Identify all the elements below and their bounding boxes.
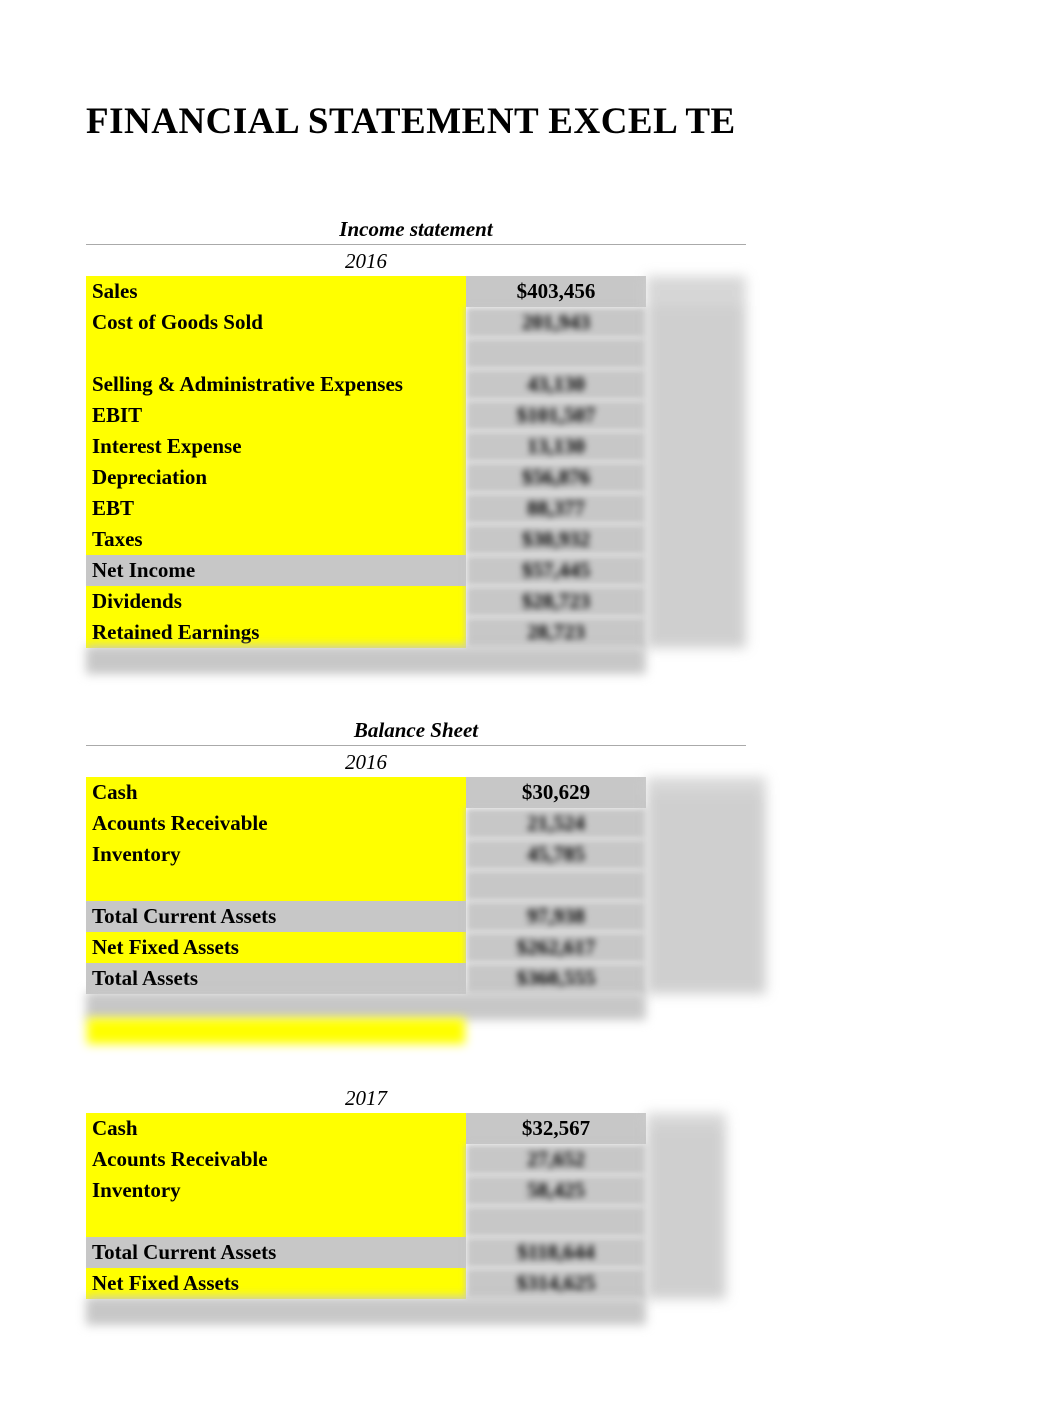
table-row: Cost of Goods Sold201,943 — [86, 307, 646, 338]
balance1-value: $262,617 — [466, 932, 646, 963]
income-value: $57,445 — [466, 555, 646, 586]
income-statement-block: Income statement 2016 Sales$403,456Cost … — [86, 213, 976, 674]
balance1-label: Total Assets — [86, 963, 466, 994]
table-row — [86, 338, 646, 369]
table-row: Selling & Administrative Expenses43,130 — [86, 369, 646, 400]
balance1-label: Total Current Assets — [86, 901, 466, 932]
income-value: 43,130 — [466, 369, 646, 400]
income-label: Taxes — [86, 524, 466, 555]
balance1-value: 21,524 — [466, 808, 646, 839]
blur-edge — [646, 276, 746, 648]
balance2-value: $314,625 — [466, 1268, 646, 1299]
blur-edge — [646, 777, 766, 994]
balance2-value — [466, 1206, 646, 1237]
table-row: Sales$403,456 — [86, 276, 646, 307]
balance-2017-block: 2017 Cash$32,567Acounts Receivable27,652… — [86, 1084, 976, 1325]
income-value: $30,932 — [466, 524, 646, 555]
table-row: Inventory58,425 — [86, 1175, 646, 1206]
income-label: Sales — [86, 276, 466, 307]
income-value — [466, 338, 646, 369]
table-row: Acounts Receivable27,652 — [86, 1144, 646, 1175]
table-row: Cash$30,629 — [86, 777, 646, 808]
balance2-label: Inventory — [86, 1175, 466, 1206]
blur-edge — [86, 992, 646, 1020]
balance2-label: Cash — [86, 1113, 466, 1144]
income-value: 28,723 — [466, 617, 646, 648]
income-value: $56,876 — [466, 462, 646, 493]
income-label: Net Income — [86, 555, 466, 586]
table-row: Total Current Assets$118,644 — [86, 1237, 646, 1268]
income-year: 2016 — [86, 247, 646, 276]
income-label: Selling & Administrative Expenses — [86, 369, 466, 400]
balance2-year: 2017 — [86, 1084, 646, 1113]
table-row: Inventory45,785 — [86, 839, 646, 870]
balance2-label: Net Fixed Assets — [86, 1268, 466, 1299]
income-label: Retained Earnings — [86, 617, 466, 648]
income-value: 201,943 — [466, 307, 646, 338]
balance1-value — [466, 870, 646, 901]
table-row: EBIT$101,507 — [86, 400, 646, 431]
table-row: Depreciation$56,876 — [86, 462, 646, 493]
table-row: Dividends$28,723 — [86, 586, 646, 617]
blur-edge — [86, 646, 646, 674]
table-row: Net Income$57,445 — [86, 555, 646, 586]
table-row: Total Current Assets97,938 — [86, 901, 646, 932]
table-row: Retained Earnings28,723 — [86, 617, 646, 648]
table-row: Net Fixed Assets$314,625 — [86, 1268, 646, 1299]
balance2-value: $32,567 — [466, 1113, 646, 1144]
income-value: $101,507 — [466, 400, 646, 431]
income-label: EBT — [86, 493, 466, 524]
income-label: Dividends — [86, 586, 466, 617]
blur-edge — [86, 1297, 646, 1325]
table-row: Total Assets$360,555 — [86, 963, 646, 994]
table-row: Net Fixed Assets$262,617 — [86, 932, 646, 963]
table-row: Acounts Receivable21,524 — [86, 808, 646, 839]
table-row: Interest Expense13,130 — [86, 431, 646, 462]
balance1-label: Cash — [86, 777, 466, 808]
balance-2016-block: Balance Sheet 2016 Cash$30,629Acounts Re… — [86, 714, 976, 1044]
income-value: $28,723 — [466, 586, 646, 617]
income-value: 88,377 — [466, 493, 646, 524]
balance1-value: 45,785 — [466, 839, 646, 870]
balance2-label — [86, 1206, 466, 1237]
table-row — [86, 1206, 646, 1237]
balance1-value: $30,629 — [466, 777, 646, 808]
income-value: $403,456 — [466, 276, 646, 307]
balance1-label: Inventory — [86, 839, 466, 870]
income-table: Sales$403,456Cost of Goods Sold201,943 S… — [86, 276, 646, 648]
blur-edge — [87, 1018, 465, 1044]
balance2-value: $118,644 — [466, 1237, 646, 1268]
balance1-value: $360,555 — [466, 963, 646, 994]
blur-edge — [646, 1113, 726, 1299]
balance1-label: Acounts Receivable — [86, 808, 466, 839]
page-title: FINANCIAL STATEMENT EXCEL TE — [86, 100, 976, 143]
balance1-value: 97,938 — [466, 901, 646, 932]
income-label: Cost of Goods Sold — [86, 307, 466, 338]
balance1-label: Net Fixed Assets — [86, 932, 466, 963]
balance2-label: Acounts Receivable — [86, 1144, 466, 1175]
table-row: Cash$32,567 — [86, 1113, 646, 1144]
table-row: Taxes$30,932 — [86, 524, 646, 555]
balance-section-title: Balance Sheet — [86, 714, 746, 745]
income-label: Interest Expense — [86, 431, 466, 462]
income-value: 13,130 — [466, 431, 646, 462]
balance2-table: Cash$32,567Acounts Receivable27,652Inven… — [86, 1113, 646, 1299]
balance2-value: 58,425 — [466, 1175, 646, 1206]
income-label — [86, 338, 466, 369]
divider — [86, 244, 746, 245]
balance1-label — [86, 870, 466, 901]
income-label: Depreciation — [86, 462, 466, 493]
balance1-year: 2016 — [86, 748, 646, 777]
divider — [86, 745, 746, 746]
income-section-title: Income statement — [86, 213, 746, 244]
table-row: EBT88,377 — [86, 493, 646, 524]
table-row — [86, 870, 646, 901]
balance1-table: Cash$30,629Acounts Receivable21,524Inven… — [86, 777, 646, 994]
balance2-value: 27,652 — [466, 1144, 646, 1175]
balance2-label: Total Current Assets — [86, 1237, 466, 1268]
income-label: EBIT — [86, 400, 466, 431]
